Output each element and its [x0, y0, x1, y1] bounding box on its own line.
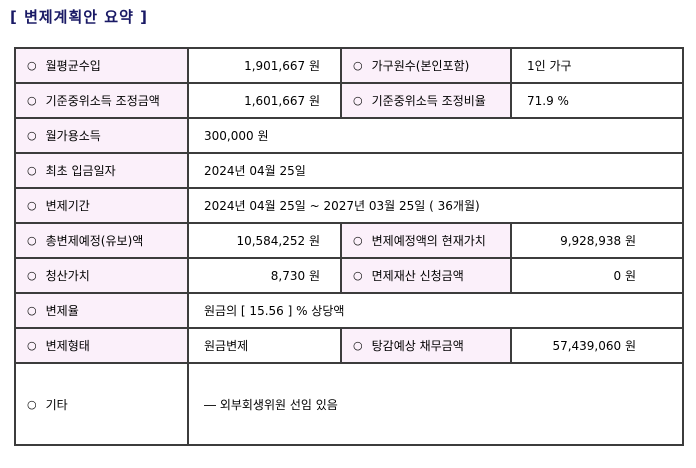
- label-text: 청산가치: [45, 269, 90, 283]
- value-etc: ― 외부회생위원 선임 있음: [187, 362, 684, 446]
- table-row: ○ 기준중위소득 조정금액 1,601,667 원 ○ 기준중위소득 조정비율 71…: [14, 82, 684, 119]
- label-repayment-period: ○ 변제기간: [14, 187, 189, 224]
- page-title: [ 변제계획안 요약 ]: [10, 8, 148, 26]
- table-row: ○ 변제기간 2024년 04월 25일 ~ 2027년 03월 25일 ( 36…: [14, 187, 684, 224]
- value-total-expected-repayment: 10,584,252 원: [187, 222, 342, 259]
- label-text: 최초 입금일자: [45, 164, 116, 178]
- circle-bullet-icon: ○: [27, 94, 37, 107]
- value-first-deposit-date: 2024년 04월 25일: [187, 152, 684, 189]
- label-text: 면제재산 신청금액: [371, 269, 464, 283]
- summary-table: ○ 월평균수입 1,901,667 원 ○ 가구원수(본인포함) 1인 가구 ○ 기준…: [14, 47, 684, 446]
- table-row: ○ 최초 입금일자 2024년 04월 25일: [14, 152, 684, 189]
- circle-bullet-icon: ○: [27, 269, 37, 282]
- label-monthly-average-income: ○ 월평균수입: [14, 47, 189, 84]
- value-liquidation-value: 8,730 원: [187, 257, 342, 294]
- value-monthly-average-income: 1,901,667 원: [187, 47, 342, 84]
- label-repayment-rate: ○ 변제율: [14, 292, 189, 329]
- label-repayment-type: ○ 변제형태: [14, 327, 189, 364]
- circle-bullet-icon: ○: [353, 234, 363, 247]
- circle-bullet-icon: ○: [27, 59, 37, 72]
- table-row: ○ 월평균수입 1,901,667 원 ○ 가구원수(본인포함) 1인 가구: [14, 47, 684, 84]
- circle-bullet-icon: ○: [27, 304, 37, 317]
- label-text: 가구원수(본인포함): [371, 59, 470, 73]
- label-text: 기타: [45, 397, 68, 412]
- label-text: 총변제예정(유보)액: [45, 234, 144, 248]
- label-text: 월평균수입: [45, 59, 101, 73]
- circle-bullet-icon: ○: [27, 129, 37, 142]
- value-monthly-disposable-income: 300,000 원: [187, 117, 684, 154]
- label-median-income-adjusted-amount: ○ 기준중위소득 조정금액: [14, 82, 189, 119]
- label-text: 변제형태: [45, 339, 90, 353]
- circle-bullet-icon: ○: [27, 339, 37, 352]
- label-household-size: ○ 가구원수(본인포함): [340, 47, 512, 84]
- label-text: 변제예정액의 현재가치: [371, 234, 486, 248]
- circle-bullet-icon: ○: [353, 94, 363, 107]
- value-household-size: 1인 가구: [510, 47, 684, 84]
- table-row: ○ 기타 ― 외부회생위원 선임 있음: [14, 362, 684, 446]
- label-total-expected-repayment: ○ 총변제예정(유보)액: [14, 222, 189, 259]
- table-row: ○ 청산가치 8,730 원 ○ 면제재산 신청금액 0 원: [14, 257, 684, 294]
- label-text: 월가용소득: [45, 129, 101, 143]
- label-etc: ○ 기타: [14, 362, 189, 446]
- value-expected-forgiven-debt: 57,439,060 원: [510, 327, 684, 364]
- circle-bullet-icon: ○: [27, 164, 37, 177]
- circle-bullet-icon: ○: [353, 59, 363, 72]
- label-text: 변제율: [45, 304, 79, 318]
- circle-bullet-icon: ○: [27, 397, 37, 411]
- label-expected-forgiven-debt: ○ 탕감예상 채무금액: [340, 327, 512, 364]
- label-first-deposit-date: ○ 최초 입금일자: [14, 152, 189, 189]
- label-text: 변제기간: [45, 199, 90, 213]
- table-row: ○ 변제형태 원금변제 ○ 탕감예상 채무금액 57,439,060 원: [14, 327, 684, 364]
- label-present-value-of-repayment: ○ 변제예정액의 현재가치: [340, 222, 512, 259]
- table-row: ○ 변제율 원금의 [ 15.56 ] % 상당액: [14, 292, 684, 329]
- value-repayment-rate: 원금의 [ 15.56 ] % 상당액: [187, 292, 684, 329]
- table-row: ○ 월가용소득 300,000 원: [14, 117, 684, 154]
- label-liquidation-value: ○ 청산가치: [14, 257, 189, 294]
- circle-bullet-icon: ○: [27, 199, 37, 212]
- label-text: 탕감예상 채무금액: [371, 339, 464, 353]
- table-row: ○ 총변제예정(유보)액 10,584,252 원 ○ 변제예정액의 현재가치 9,…: [14, 222, 684, 259]
- label-text: 기준중위소득 조정금액: [45, 94, 160, 108]
- circle-bullet-icon: ○: [27, 234, 37, 247]
- value-median-income-adjusted-amount: 1,601,667 원: [187, 82, 342, 119]
- circle-bullet-icon: ○: [353, 269, 363, 282]
- label-text: 기준중위소득 조정비율: [371, 94, 486, 108]
- value-repayment-type: 원금변제: [187, 327, 342, 364]
- label-monthly-disposable-income: ○ 월가용소득: [14, 117, 189, 154]
- value-median-income-adjust-ratio: 71.9 %: [510, 82, 684, 119]
- value-present-value-of-repayment: 9,928,938 원: [510, 222, 684, 259]
- label-exempt-property-requested: ○ 면제재산 신청금액: [340, 257, 512, 294]
- value-exempt-property-requested: 0 원: [510, 257, 684, 294]
- label-median-income-adjust-ratio: ○ 기준중위소득 조정비율: [340, 82, 512, 119]
- value-repayment-period: 2024년 04월 25일 ~ 2027년 03월 25일 ( 36개월): [187, 187, 684, 224]
- circle-bullet-icon: ○: [353, 339, 363, 352]
